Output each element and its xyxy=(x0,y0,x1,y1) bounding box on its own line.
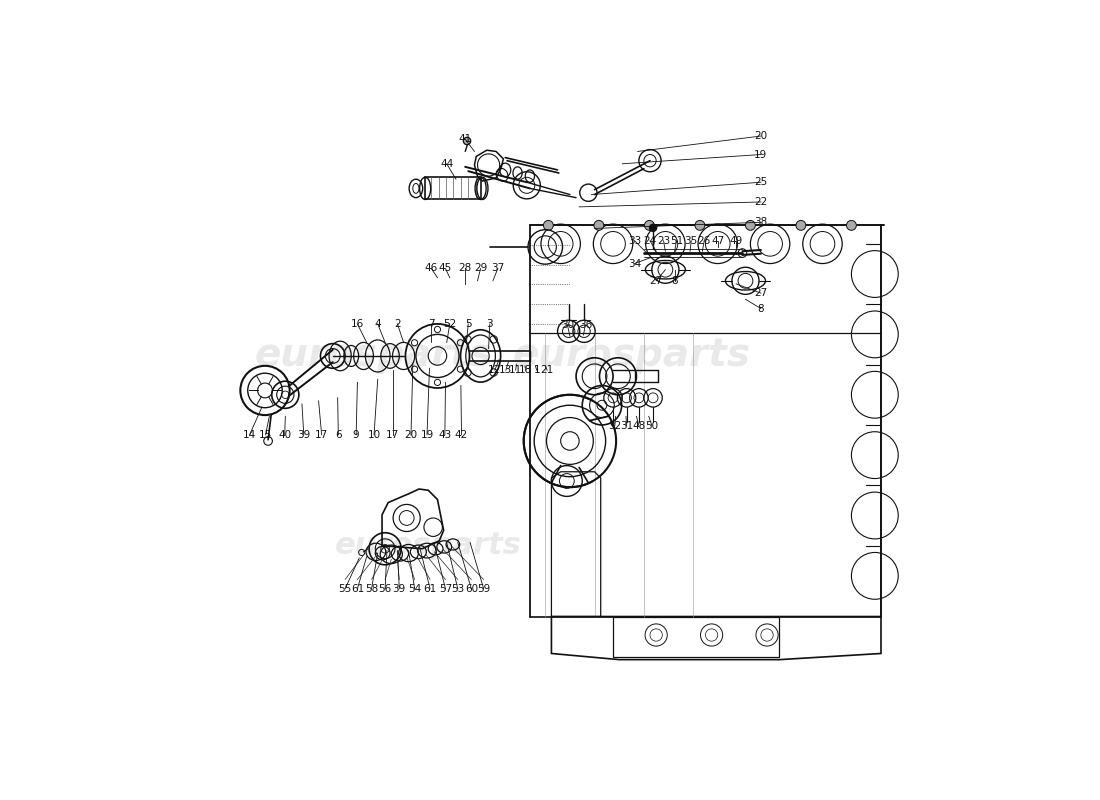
Text: 60: 60 xyxy=(465,584,477,594)
Text: 22: 22 xyxy=(755,197,768,207)
Text: 52: 52 xyxy=(443,319,456,329)
Text: 10: 10 xyxy=(367,430,381,440)
Text: 6: 6 xyxy=(336,430,342,440)
Circle shape xyxy=(746,221,756,230)
Text: 21: 21 xyxy=(540,365,553,375)
Text: eurosparts: eurosparts xyxy=(255,336,493,374)
Text: 50: 50 xyxy=(646,421,659,430)
Bar xyxy=(425,178,481,199)
Text: 45: 45 xyxy=(439,263,452,274)
Text: 57: 57 xyxy=(439,584,452,594)
Text: 23: 23 xyxy=(657,236,670,246)
Circle shape xyxy=(645,221,654,230)
Text: 40: 40 xyxy=(278,430,292,440)
Circle shape xyxy=(695,221,705,230)
Text: 41: 41 xyxy=(459,134,472,144)
Text: 59: 59 xyxy=(477,584,491,594)
Text: 20: 20 xyxy=(755,131,768,141)
Text: 17: 17 xyxy=(315,430,328,440)
Text: 13: 13 xyxy=(499,365,513,375)
Text: 33: 33 xyxy=(628,236,641,246)
Circle shape xyxy=(463,138,471,145)
Text: 37: 37 xyxy=(492,263,505,274)
Text: 25: 25 xyxy=(755,178,768,187)
Text: 29: 29 xyxy=(474,263,487,274)
Text: 9: 9 xyxy=(353,430,360,440)
Circle shape xyxy=(543,221,553,230)
Text: 43: 43 xyxy=(438,430,451,440)
Text: 27: 27 xyxy=(649,276,663,286)
Text: 7: 7 xyxy=(428,319,435,329)
Text: 12: 12 xyxy=(488,365,502,375)
Text: 49: 49 xyxy=(729,236,743,246)
Text: 28: 28 xyxy=(459,263,472,274)
Circle shape xyxy=(847,221,856,230)
Text: 18: 18 xyxy=(519,365,532,375)
Text: 19: 19 xyxy=(420,430,433,440)
Text: 8: 8 xyxy=(671,276,678,286)
Text: 34: 34 xyxy=(628,258,641,269)
Circle shape xyxy=(796,221,806,230)
Text: 54: 54 xyxy=(408,584,421,594)
Text: 35: 35 xyxy=(684,236,697,246)
Text: eurosparts: eurosparts xyxy=(334,531,521,560)
Text: 46: 46 xyxy=(425,263,438,274)
Text: 42: 42 xyxy=(455,430,469,440)
Text: 47: 47 xyxy=(711,236,725,246)
Text: 61: 61 xyxy=(424,584,437,594)
Text: 39: 39 xyxy=(393,584,406,594)
Text: 8: 8 xyxy=(758,303,764,314)
Text: 36: 36 xyxy=(579,320,592,330)
Text: 30: 30 xyxy=(561,320,574,330)
Text: 19: 19 xyxy=(755,150,768,159)
Text: 38: 38 xyxy=(755,218,768,227)
Text: eurosparts: eurosparts xyxy=(513,336,750,374)
Text: 53: 53 xyxy=(451,584,464,594)
Text: 27: 27 xyxy=(755,288,768,298)
Text: 2: 2 xyxy=(394,319,400,329)
Circle shape xyxy=(594,221,604,230)
Text: 39: 39 xyxy=(297,430,310,440)
Text: 20: 20 xyxy=(405,430,418,440)
Text: 51: 51 xyxy=(670,236,683,246)
Text: 61: 61 xyxy=(351,584,364,594)
Text: 5: 5 xyxy=(465,319,472,329)
Text: 24: 24 xyxy=(644,236,657,246)
Text: 32: 32 xyxy=(608,421,622,430)
Text: 16: 16 xyxy=(351,319,364,329)
Text: 3: 3 xyxy=(486,319,493,329)
Text: 58: 58 xyxy=(365,584,378,594)
Circle shape xyxy=(649,224,657,231)
Text: 11: 11 xyxy=(509,365,522,375)
Text: 4: 4 xyxy=(374,319,381,329)
Text: 15: 15 xyxy=(258,430,272,440)
Text: 48: 48 xyxy=(632,421,646,430)
Text: 17: 17 xyxy=(386,430,399,440)
Text: 44: 44 xyxy=(440,158,453,169)
Text: 55: 55 xyxy=(339,584,352,594)
Text: 26: 26 xyxy=(697,236,711,246)
Text: 56: 56 xyxy=(378,584,392,594)
Text: 14: 14 xyxy=(243,430,256,440)
Text: 1: 1 xyxy=(534,365,540,375)
Text: 31: 31 xyxy=(620,421,634,430)
